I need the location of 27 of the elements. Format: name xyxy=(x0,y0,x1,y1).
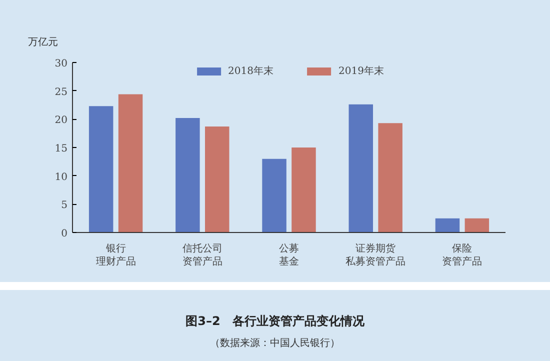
y-tick-label: 30 xyxy=(54,58,68,70)
bar xyxy=(176,118,200,232)
x-tick-label: 证券期货私募资管产品 xyxy=(346,242,406,268)
y-axis-title: 万亿元 xyxy=(28,37,58,49)
legend-label: 2019年末 xyxy=(338,64,384,78)
bar xyxy=(435,218,460,232)
y-tick-label: 25 xyxy=(54,86,68,98)
legend-label: 2018年末 xyxy=(228,64,274,78)
x-tick-label: 信托公司资管产品 xyxy=(182,242,222,268)
y-tick-label: 20 xyxy=(54,115,68,126)
text: 图3–2 各行业资管产品变化情况 xyxy=(186,314,364,328)
text: （数据来源：中国人民银行） xyxy=(210,338,340,350)
bar xyxy=(118,94,143,232)
bar xyxy=(348,104,373,232)
y-tick-label: 0 xyxy=(61,228,68,240)
y-tick-label: 15 xyxy=(54,144,68,154)
bar xyxy=(378,123,402,232)
y-tick-label: 5 xyxy=(61,200,68,212)
bar xyxy=(205,126,230,232)
bar xyxy=(262,158,286,232)
bar xyxy=(292,148,316,232)
y-tick-label: 10 xyxy=(54,172,68,183)
bar xyxy=(464,218,490,232)
bar xyxy=(88,106,114,232)
x-tick-label: 保险资管产品 xyxy=(442,242,482,268)
x-tick-label: 银行理财产品 xyxy=(96,244,136,268)
x-tick-label: 公募基金 xyxy=(279,242,299,268)
